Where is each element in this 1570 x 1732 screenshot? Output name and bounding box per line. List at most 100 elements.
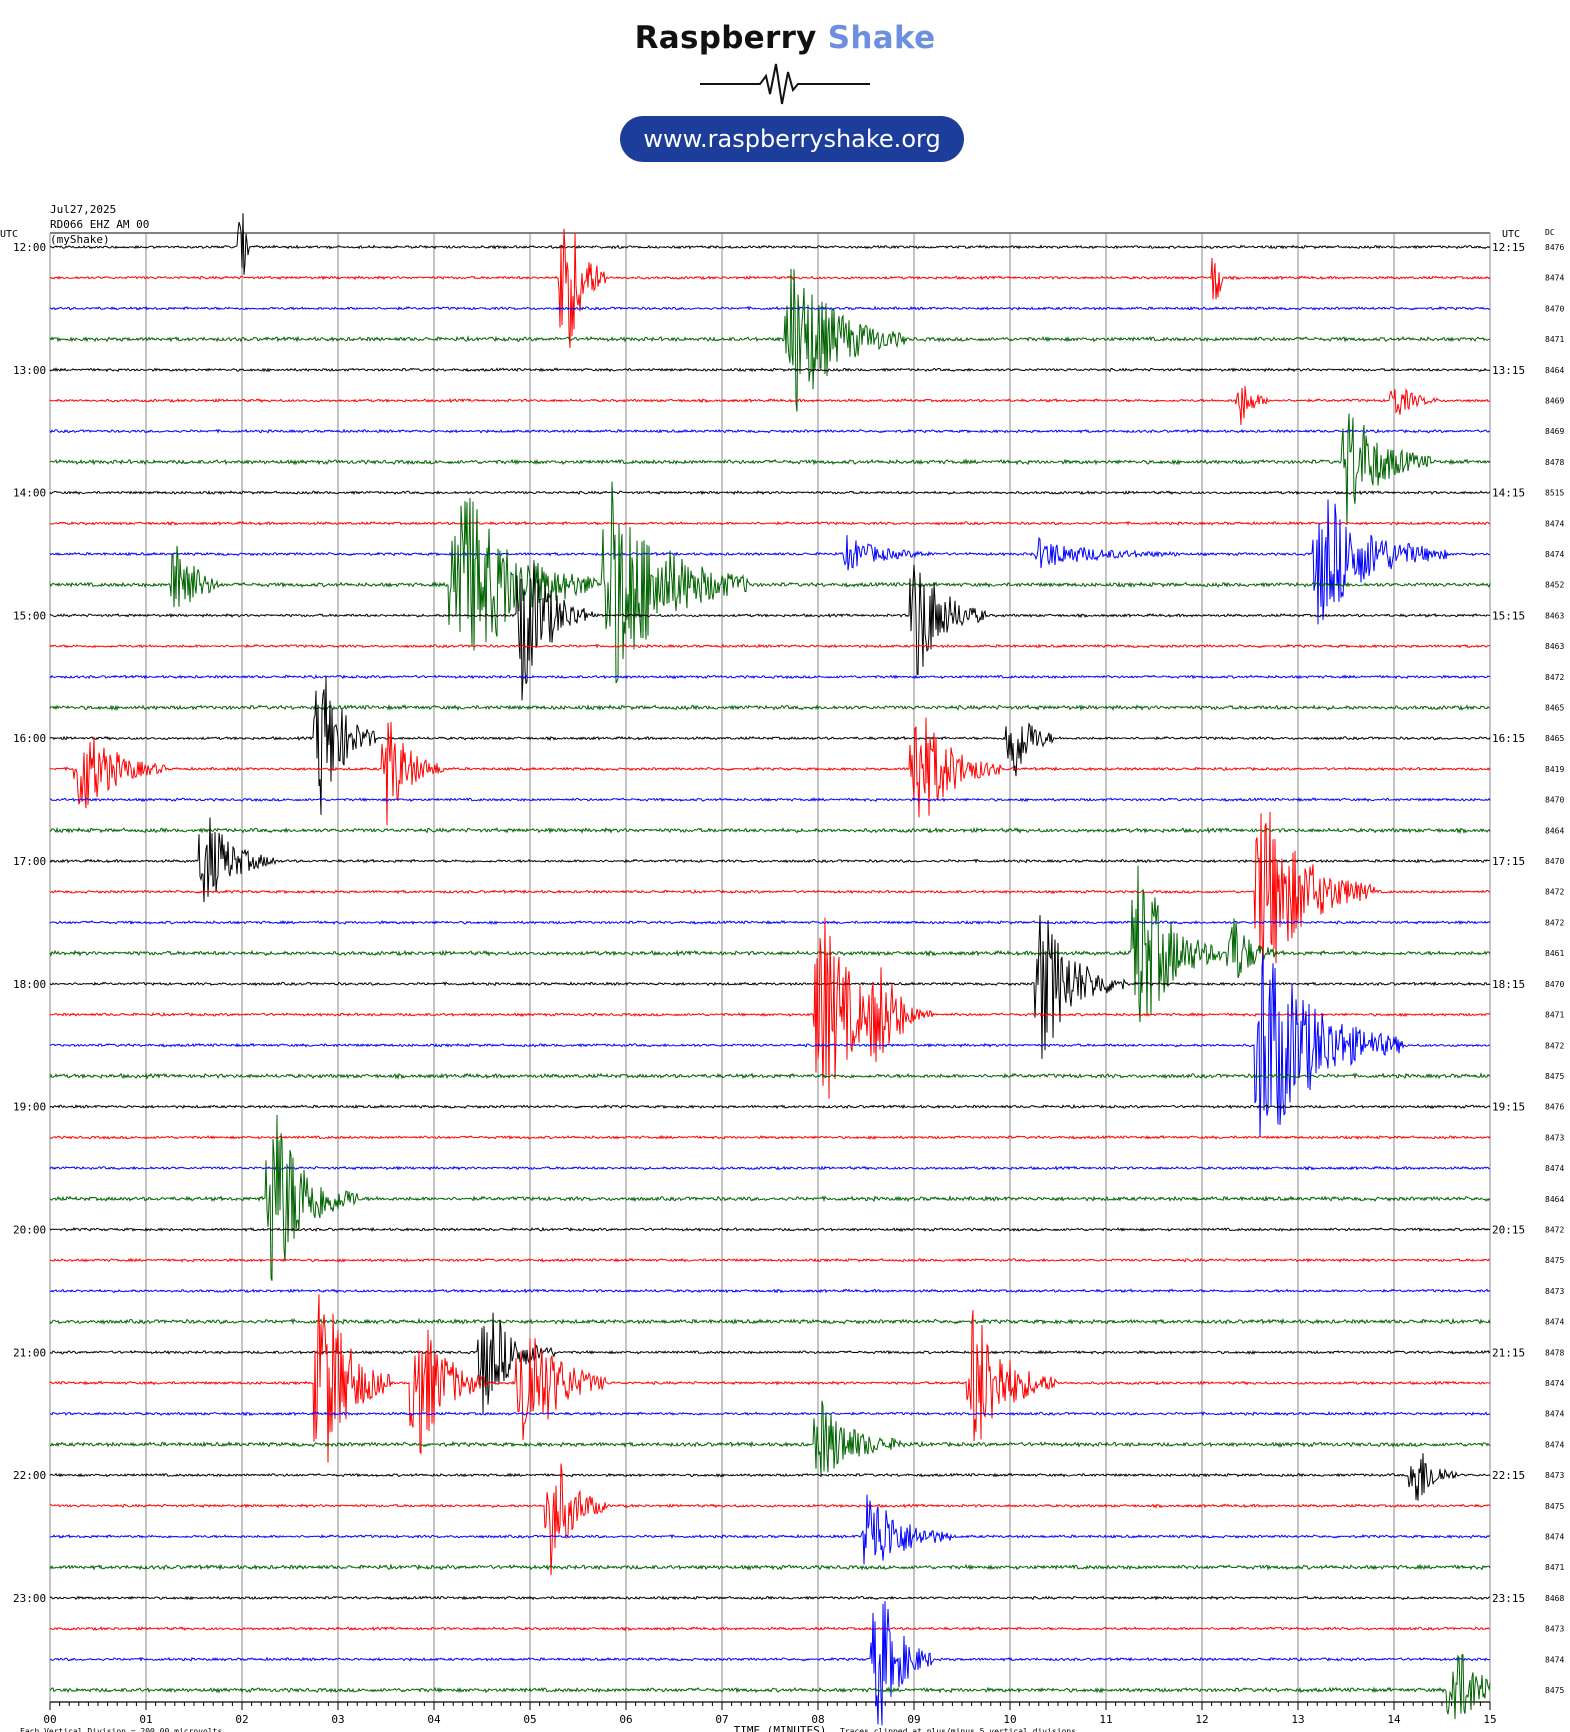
trace-line: [49, 1257, 1491, 1263]
dc-offset-label: 8475: [1545, 1256, 1564, 1265]
brand-name-part2: Shake: [827, 20, 936, 56]
dc-offset-label: 8474: [1545, 1655, 1564, 1664]
dc-offset-label: 8470: [1545, 796, 1564, 805]
dc-offset-label: 8470: [1545, 304, 1564, 313]
x-tick-label: 05: [523, 1713, 536, 1726]
plot-grid: [49, 232, 1491, 1710]
dc-offset-label: 8473: [1545, 1625, 1564, 1634]
x-tick-label: 02: [235, 1713, 248, 1726]
x-tick-label: 13: [1291, 1713, 1304, 1726]
dc-offset-label: 8475: [1545, 1502, 1564, 1511]
dc-offset-label: 8472: [1545, 673, 1564, 682]
trace-line: [49, 1626, 1491, 1632]
dc-offset-label: 8471: [1545, 1563, 1564, 1572]
trace-line: [49, 919, 1491, 925]
right-time-label: 18:15: [1492, 978, 1525, 991]
trace-line: [49, 1312, 1491, 1414]
trace-line: [49, 1288, 1491, 1294]
trace-line: [49, 520, 1491, 527]
trace-line: [49, 674, 1491, 680]
dc-offset-label: 8469: [1545, 397, 1564, 406]
left-axis-title: UTC: [0, 229, 18, 240]
trace-line: [49, 563, 1491, 701]
dc-offset-label: 8472: [1545, 918, 1564, 927]
right-time-label: 20:15: [1492, 1223, 1525, 1236]
trace-line: [49, 915, 1491, 1059]
dc-offset-label: 8474: [1545, 519, 1564, 528]
trace-line: [49, 413, 1491, 525]
trace-line: [49, 676, 1491, 815]
dc-offset-label: 8474: [1545, 1410, 1564, 1419]
trace-line: [49, 1601, 1491, 1726]
website-link[interactable]: www.raspberryshake.org: [620, 116, 964, 162]
x-tick-label: 06: [619, 1713, 632, 1726]
dc-offset-label: 8515: [1545, 489, 1564, 498]
left-time-label: 12:00: [13, 241, 46, 254]
trace-line: [49, 428, 1491, 434]
trace-line: [49, 1072, 1491, 1080]
brand-logo: Raspberry Shake www.raspberryshake.org: [620, 20, 964, 180]
x-tick-label: 07: [715, 1713, 728, 1726]
dc-offset-label: 8470: [1545, 980, 1564, 989]
station-code: RD066 EHZ AM 00: [50, 218, 150, 231]
trace-line: [49, 490, 1491, 496]
trace-line: [49, 499, 1491, 625]
seismic-traces: [49, 213, 1491, 1726]
brand-name-part1: Raspberry: [634, 20, 817, 56]
trace-line: [49, 717, 1491, 826]
data-source: (myShake): [50, 233, 110, 246]
trace-line: [49, 268, 1491, 412]
dc-offset-label: 8473: [1545, 1133, 1564, 1142]
clip-note: Traces clipped at plus/minus 5 vertical …: [840, 1727, 1076, 1732]
trace-line: [49, 797, 1491, 803]
dc-offset-label: 8474: [1545, 1532, 1564, 1541]
dc-offset-label: 8419: [1545, 765, 1564, 774]
dc-offset-label: 8474: [1545, 1164, 1564, 1173]
left-time-label: 15:00: [13, 609, 46, 622]
x-tick-label: 10: [1003, 1713, 1016, 1726]
dc-offset-label: 8473: [1545, 1287, 1564, 1296]
right-time-label: 16:15: [1492, 732, 1525, 745]
x-tick-label: 14: [1387, 1713, 1401, 1726]
dc-offset-label: 8472: [1545, 1041, 1564, 1050]
dc-offset-label: 8471: [1545, 335, 1564, 344]
dc-offset-label: 8463: [1545, 611, 1564, 620]
trace-line: [49, 1494, 1491, 1565]
trace-line: [49, 1114, 1491, 1281]
right-time-label: 13:15: [1492, 364, 1525, 377]
dc-offset-label: 8474: [1545, 1318, 1564, 1327]
x-tick-label: 08: [811, 1713, 824, 1726]
dc-offset-label: 8468: [1545, 1594, 1564, 1603]
dc-offset-label: 8474: [1545, 550, 1564, 559]
dc-offset-label: 8478: [1545, 1348, 1564, 1357]
trace-line: [49, 865, 1491, 1023]
left-time-label: 17:00: [13, 855, 46, 868]
x-tick-label: 00: [43, 1713, 56, 1726]
trace-line: [49, 213, 1491, 275]
right-time-label: 12:15: [1492, 241, 1525, 254]
dc-offset-label: 8464: [1545, 366, 1564, 375]
dc-offset-label: 8472: [1545, 888, 1564, 897]
dc-offset-label: 8474: [1545, 1440, 1564, 1449]
right-time-label: 23:15: [1492, 1592, 1525, 1605]
x-tick-label: 15: [1483, 1713, 1496, 1726]
trace-line: [49, 1654, 1491, 1720]
left-time-label: 14:00: [13, 487, 46, 500]
trace-line: [49, 1134, 1491, 1140]
trace-line: [49, 1103, 1491, 1110]
trace-line: [49, 1595, 1491, 1601]
trace-line: [49, 953, 1491, 1138]
trace-line: [49, 917, 1491, 1099]
trace-line: [49, 305, 1491, 311]
dc-offset-label: 8469: [1545, 427, 1564, 436]
dc-offset-label: 8465: [1545, 734, 1564, 743]
trace-line: [49, 1410, 1491, 1417]
left-time-label: 19:00: [13, 1101, 46, 1114]
left-time-label: 20:00: [13, 1223, 46, 1236]
right-time-label: 19:15: [1492, 1101, 1525, 1114]
trace-line: [49, 1453, 1491, 1501]
trace-line: [49, 1563, 1491, 1571]
dc-offset-label: 8464: [1545, 826, 1564, 835]
trace-line: [49, 386, 1491, 426]
